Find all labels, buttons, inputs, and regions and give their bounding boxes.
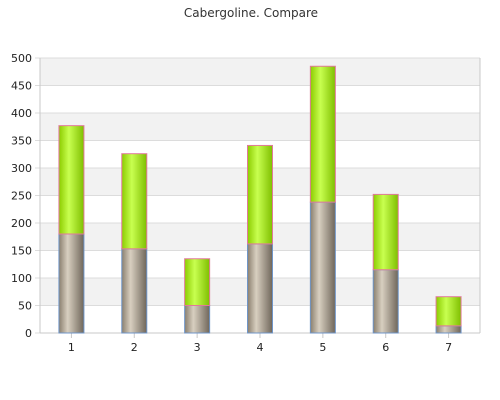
bar-segment-top <box>58 125 85 235</box>
grid-band <box>40 58 480 86</box>
y-tick-label: 200 <box>11 217 32 230</box>
y-axis-ticks: 0 50 100 150 200 250 300 350 400 450 500 <box>11 52 32 340</box>
y-tick-label: 500 <box>11 52 32 65</box>
bar-segment-top <box>435 296 462 327</box>
x-tick-label: 1 <box>68 341 75 354</box>
y-tick-label: 150 <box>11 245 32 258</box>
x-tick-label: 5 <box>319 341 326 354</box>
y-tick-label: 350 <box>11 135 32 148</box>
x-tick-label: 6 <box>382 341 389 354</box>
bar-segment-top <box>309 65 336 203</box>
y-tick-label: 400 <box>11 107 32 120</box>
bar-segment-base <box>184 305 211 334</box>
bar-segment-base <box>372 269 399 334</box>
bar-segment-base <box>309 201 336 334</box>
chart-title: Cabergoline. Compare <box>184 6 318 20</box>
x-axis-ticks: 1 2 3 4 5 6 7 <box>68 333 452 354</box>
bar-segment-base <box>58 233 85 334</box>
bar-segment-base <box>247 243 273 334</box>
bar-segment-base <box>435 325 462 334</box>
bar-segment-top <box>372 193 399 271</box>
y-tick-label: 50 <box>18 300 32 313</box>
bar-segment-base <box>121 248 148 334</box>
y-tick-label: 450 <box>11 80 32 93</box>
bars <box>58 65 462 334</box>
bar-segment-top <box>184 258 211 306</box>
y-tick-label: 300 <box>11 162 32 175</box>
x-tick-label: 2 <box>131 341 138 354</box>
grid-band <box>40 113 480 141</box>
x-tick-label: 4 <box>257 341 264 354</box>
y-tick-label: 250 <box>11 190 32 203</box>
y-tick-label: 0 <box>25 327 32 340</box>
x-tick-label: 3 <box>194 341 201 354</box>
x-tick-label: 7 <box>445 341 452 354</box>
bar-segment-top <box>247 144 273 245</box>
y-tick-label: 100 <box>11 272 32 285</box>
bar-segment-top <box>121 153 148 250</box>
